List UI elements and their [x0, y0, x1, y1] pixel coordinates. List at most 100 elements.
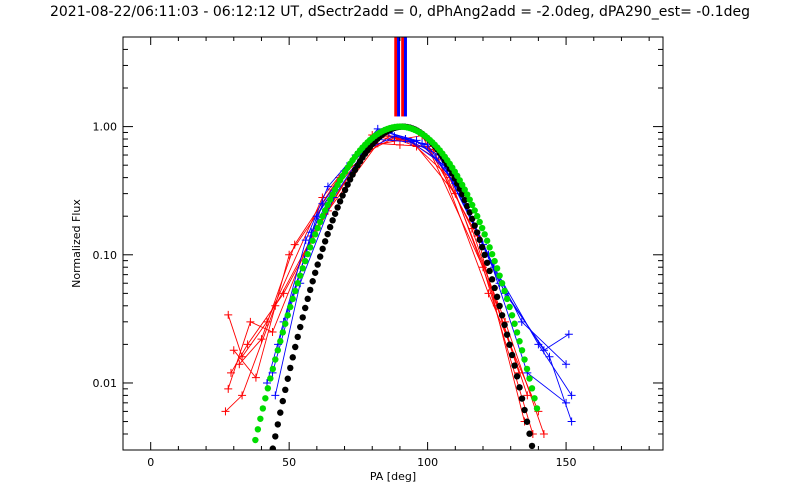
model-dot	[282, 386, 289, 394]
model-dot	[304, 295, 311, 303]
vertical-marker	[403, 37, 407, 117]
model-dot	[528, 442, 536, 450]
model-dot	[531, 395, 538, 402]
model-dot	[311, 269, 319, 276]
vertical-marker	[401, 37, 405, 117]
model-dot	[466, 196, 473, 203]
model-dot	[498, 312, 506, 319]
model-dot	[471, 207, 478, 214]
y-tick-label: 1.00	[93, 121, 118, 134]
plot-frame	[122, 36, 664, 451]
model-dot	[289, 295, 296, 303]
model-dot	[471, 222, 478, 229]
model-dot	[488, 276, 496, 283]
model-dot	[473, 212, 481, 220]
data-point-plus	[523, 391, 532, 400]
data-point-plus	[268, 327, 277, 336]
data-point-plus	[301, 236, 310, 245]
model-dot	[466, 209, 473, 216]
series-2	[269, 123, 536, 450]
model-dot	[319, 212, 326, 220]
data-point-plus	[251, 373, 260, 382]
chart-title: 2021-08-22/06:11:03 - 06:12:12 UT, dSect…	[49, 4, 750, 20]
model-dot	[496, 272, 503, 279]
model-dot	[282, 320, 289, 327]
model-dot	[523, 365, 531, 373]
model-dot	[516, 384, 523, 391]
data-point-plus	[484, 289, 493, 298]
model-dot	[491, 257, 498, 265]
model-dot	[508, 351, 516, 359]
data-point-plus	[567, 391, 576, 400]
model-dot	[264, 385, 272, 392]
model-dot	[496, 302, 503, 310]
data-point-plus	[539, 346, 548, 355]
model-dot	[269, 445, 277, 450]
model-dot	[506, 303, 513, 311]
model-dot	[279, 397, 286, 405]
model-dot	[252, 436, 259, 444]
model-dot	[506, 341, 513, 348]
data-point-plus	[285, 250, 294, 259]
data-point-plus	[564, 330, 573, 339]
model-dot	[331, 186, 339, 193]
model-dot	[501, 287, 508, 295]
model-dot	[279, 329, 286, 336]
model-dot	[483, 259, 491, 266]
y-axis-label: Normalized Flux	[70, 199, 83, 288]
model-dot	[459, 191, 466, 198]
data-point-plus	[517, 317, 526, 326]
model-dot	[331, 210, 339, 217]
model-dot	[486, 244, 493, 251]
data-point-plus	[395, 140, 404, 149]
model-dot	[302, 257, 309, 265]
x-tick-label: 150	[556, 456, 577, 469]
model-dot	[459, 181, 466, 189]
model-dot	[307, 286, 314, 294]
model-dot	[493, 265, 501, 272]
model-dot	[518, 395, 526, 402]
model-dot	[469, 201, 476, 209]
model-dot	[339, 192, 346, 199]
model-dot	[292, 343, 299, 351]
model-dot	[274, 347, 281, 354]
data-point-plus	[407, 137, 415, 146]
model-dot	[321, 238, 329, 245]
model-dot	[478, 224, 486, 232]
model-dot	[289, 354, 296, 361]
x-axis-label: PA [deg]	[370, 470, 416, 483]
trace-line	[274, 138, 567, 404]
model-dot	[277, 338, 284, 345]
model-dot	[284, 375, 291, 382]
model-dot	[314, 224, 321, 232]
model-dot	[461, 186, 468, 193]
model-dot	[329, 217, 336, 224]
data-point-plus	[221, 407, 230, 416]
model-dot	[302, 304, 309, 312]
model-dot	[297, 323, 304, 331]
data-point-plus	[243, 340, 252, 349]
model-dot	[257, 415, 264, 422]
model-dot	[299, 314, 306, 321]
model-dot	[269, 365, 277, 373]
data-point-plus	[238, 391, 247, 400]
axes: 0 50 100 150 0.01 0.10 1.00	[93, 36, 663, 469]
data-point-plus	[235, 360, 244, 369]
model-dot	[316, 253, 324, 260]
data-point-plus	[224, 384, 233, 393]
model-dot	[503, 331, 511, 338]
model-dot	[518, 347, 526, 354]
model-dot	[309, 237, 316, 244]
model-dot	[326, 223, 334, 231]
model-dot	[498, 280, 506, 287]
model-dot	[481, 231, 488, 238]
model-dot	[294, 333, 301, 341]
model-dot	[511, 320, 518, 327]
data-point-plus	[224, 310, 233, 319]
model-dot	[461, 196, 468, 204]
model-dot	[324, 201, 331, 209]
data-point-plus	[323, 182, 332, 191]
model-dot	[262, 395, 269, 402]
y-tick-label: 0.01	[93, 377, 118, 390]
